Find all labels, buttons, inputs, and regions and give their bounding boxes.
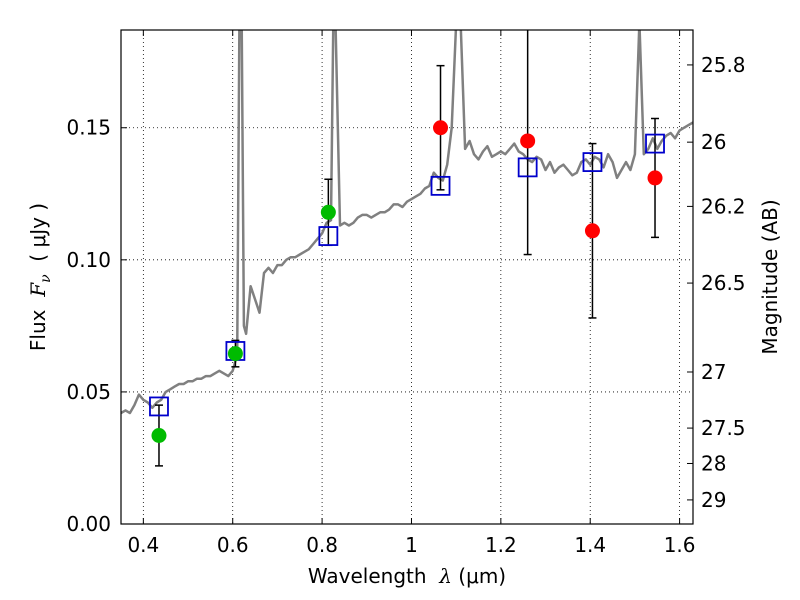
axes-ticks: 0.4 0.6 0.8 1 1.2 1.4 1.6 0.00 0.05 0.10 0.15 25.8 2… bbox=[66, 30, 746, 557]
red-data-point bbox=[520, 133, 536, 149]
plot-frame bbox=[120, 29, 694, 525]
y2-tick-label: 26 bbox=[701, 130, 726, 154]
y-tick-label: 0.10 bbox=[66, 248, 111, 272]
green-data-point bbox=[320, 204, 336, 220]
y2-tick-label: 25.8 bbox=[701, 53, 746, 77]
y-axis-label: Flux Fν ( μJy ) bbox=[26, 203, 54, 351]
y2-tick-label: 27.5 bbox=[701, 416, 746, 440]
x-tick-label: 1 bbox=[405, 533, 418, 557]
model-square-point bbox=[149, 396, 169, 417]
red-data-point bbox=[584, 223, 600, 239]
x-axis-label: Wavelength λ (μm) bbox=[308, 564, 506, 588]
y2-tick-label: 27 bbox=[701, 360, 726, 384]
x-tick-label: 1.4 bbox=[574, 533, 606, 557]
green-data-point bbox=[227, 346, 243, 362]
model-square-point bbox=[645, 133, 665, 154]
y-tick-label: 0.00 bbox=[66, 512, 111, 536]
red-data-point bbox=[433, 120, 449, 136]
model-square-point bbox=[318, 226, 339, 246]
x-tick-label: 0.4 bbox=[127, 533, 159, 557]
y2-tick-label: 26.5 bbox=[701, 271, 746, 295]
y2-tick-label: 26.2 bbox=[701, 194, 746, 218]
y2-axis-label: Magnitude (AB) bbox=[758, 199, 782, 354]
grid bbox=[121, 30, 693, 525]
x-tick-label: 0.8 bbox=[306, 533, 338, 557]
y2-tick-label: 28 bbox=[701, 451, 726, 475]
y-tick-label: 0.15 bbox=[66, 116, 111, 140]
y-tick-label: 0.05 bbox=[66, 380, 111, 404]
green-data-point bbox=[151, 428, 167, 444]
x-tick-label: 1.2 bbox=[485, 533, 517, 557]
model-square-point bbox=[582, 152, 603, 172]
red-data-point bbox=[647, 170, 663, 186]
model-square-point bbox=[430, 175, 451, 196]
template-spectrum-line bbox=[121, 30, 693, 415]
plot-area bbox=[121, 30, 693, 467]
x-tick-label: 0.6 bbox=[217, 533, 249, 557]
y2-tick-label: 29 bbox=[701, 488, 726, 512]
x-tick-label: 1.6 bbox=[664, 533, 696, 557]
model-square-point bbox=[517, 157, 538, 178]
